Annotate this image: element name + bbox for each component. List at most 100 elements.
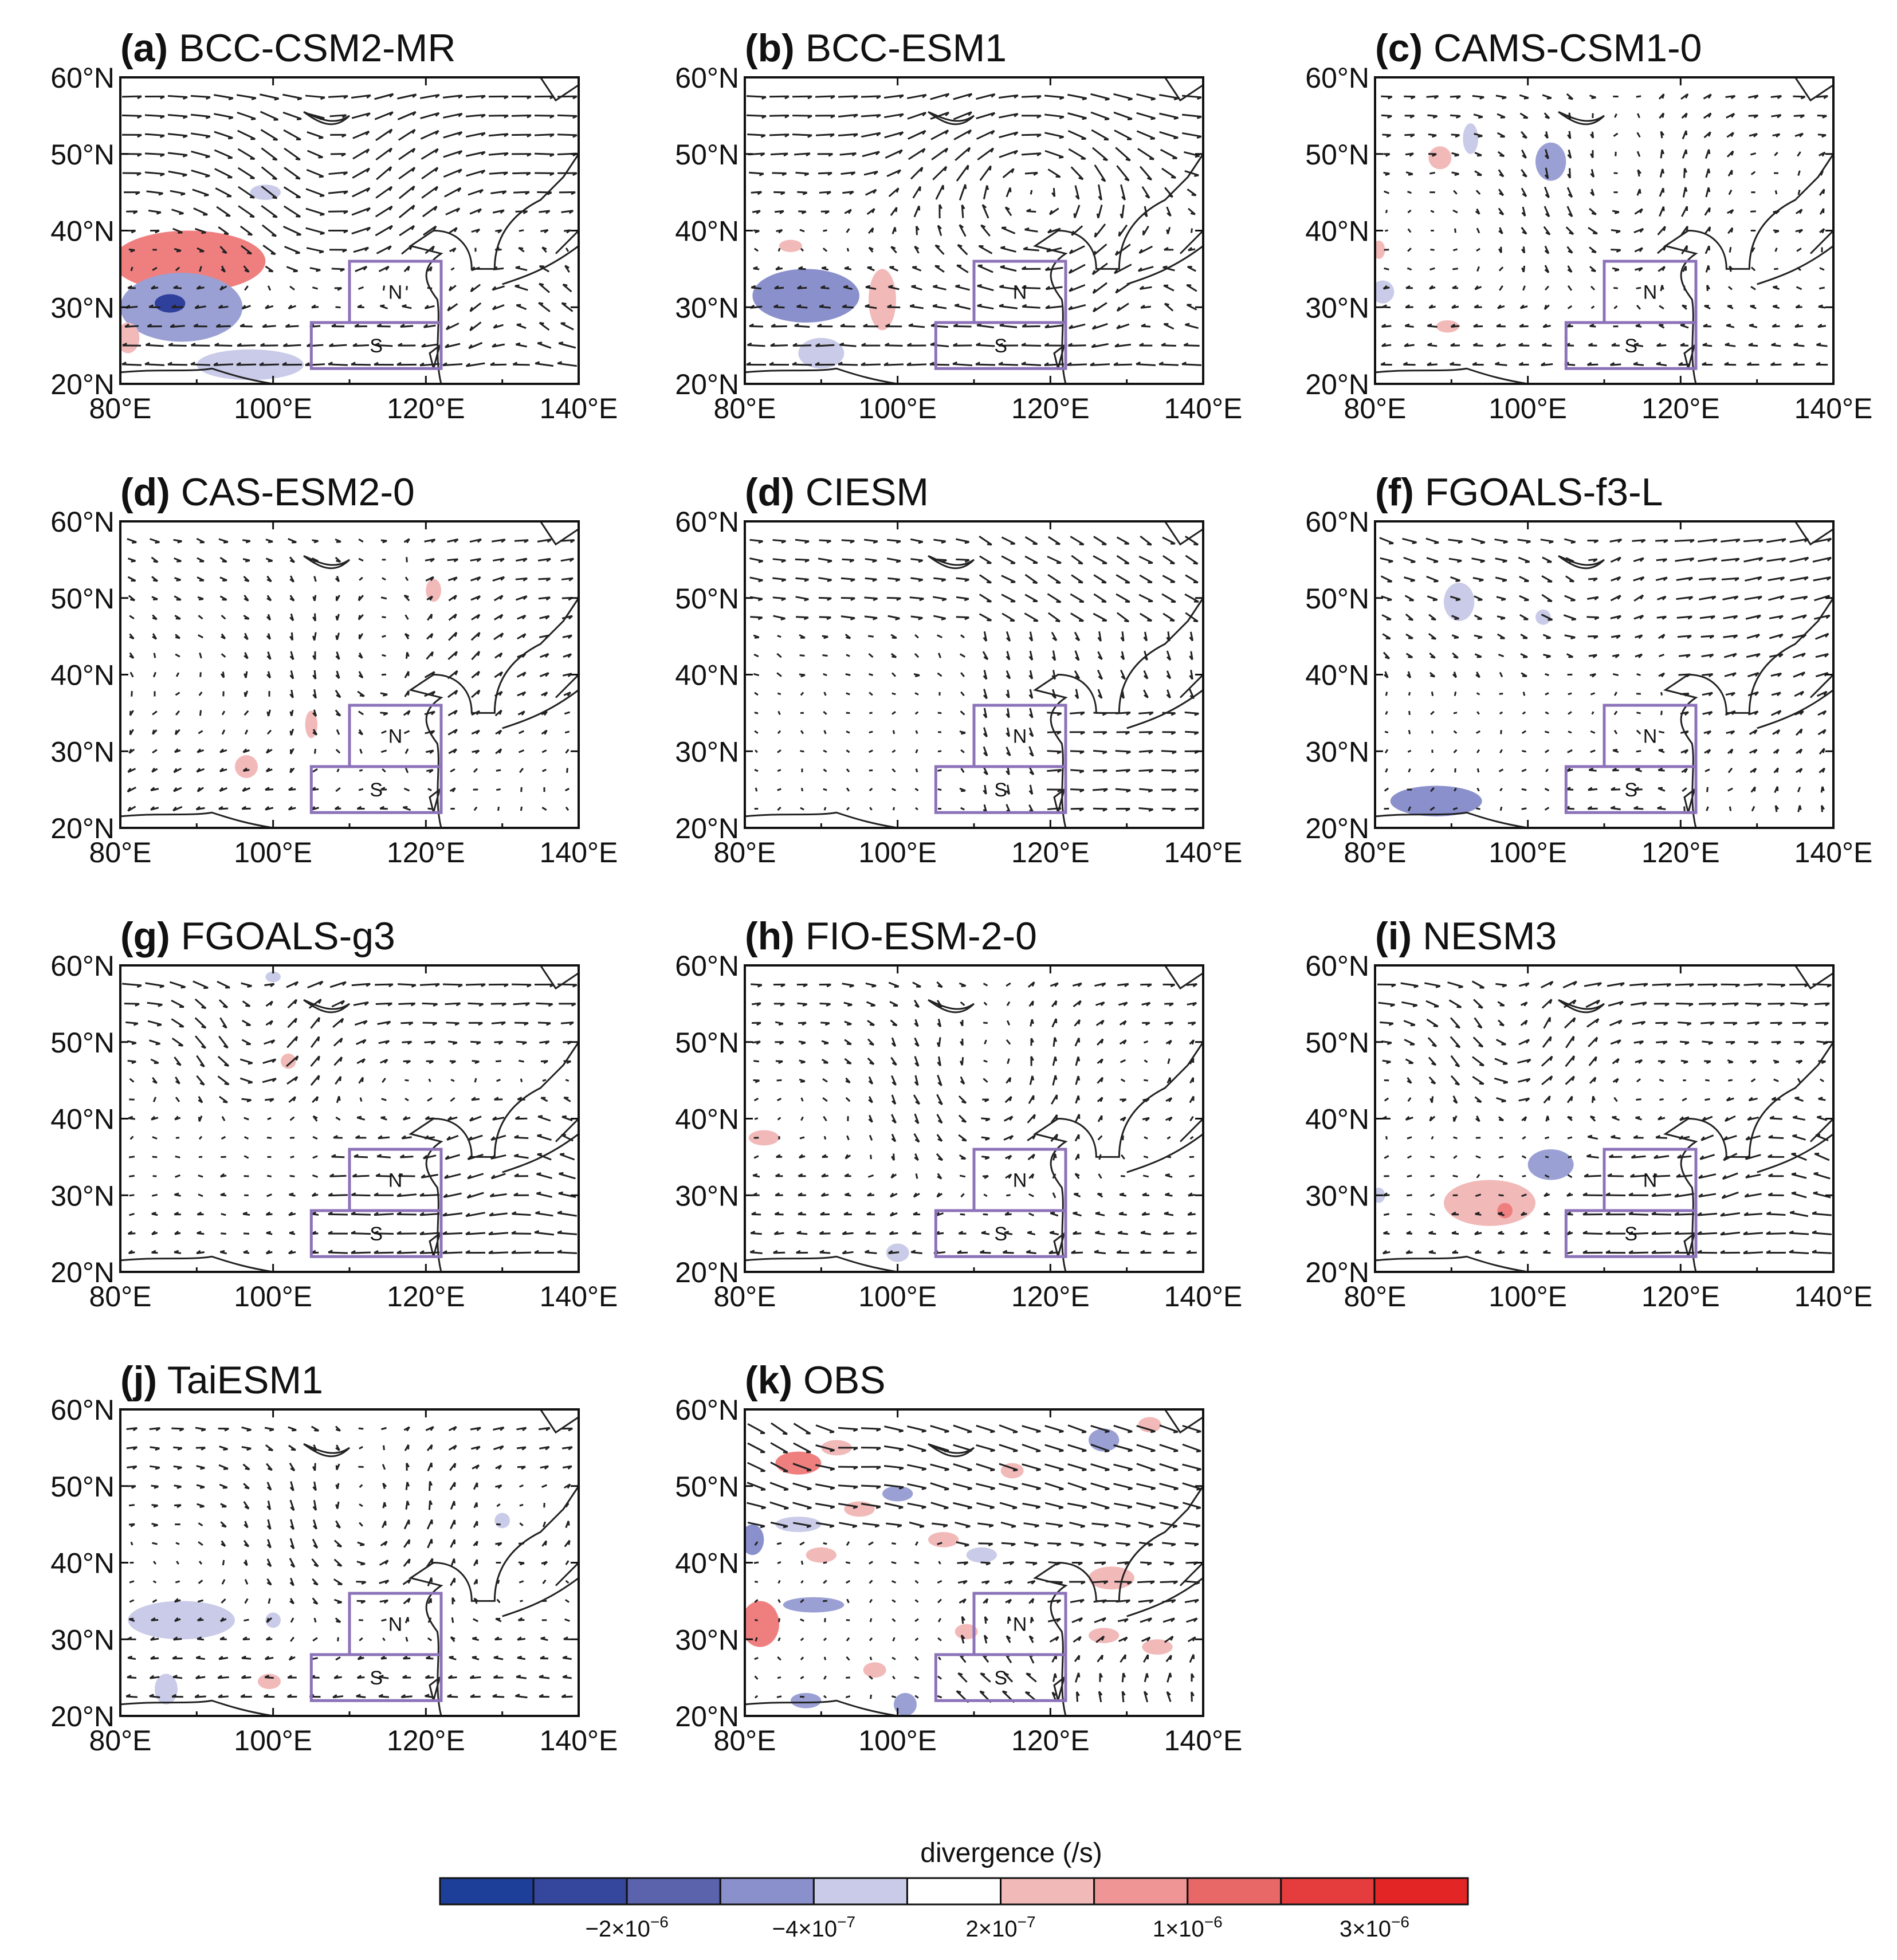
- wind-vector-head: [1164, 303, 1169, 306]
- wind-vector-head: [538, 302, 544, 305]
- wind-vector: [1676, 1174, 1693, 1178]
- wind-vector: [351, 1194, 371, 1197]
- wind-vector: [959, 653, 966, 658]
- wind-vector-head: [504, 133, 509, 138]
- wind-vector-head: [147, 323, 152, 328]
- wind-vector-head: [1189, 675, 1193, 680]
- wind-vector-head: [312, 694, 317, 699]
- wind-vector-head: [502, 190, 507, 195]
- wind-vector-head: [205, 155, 210, 159]
- wind-vector-head: [1067, 362, 1072, 366]
- wind-vector: [195, 227, 206, 234]
- wind-vector: [976, 324, 995, 328]
- wind-vector: [175, 672, 180, 677]
- wind-vector-head: [222, 1024, 227, 1029]
- wind-vector-head: [411, 225, 415, 230]
- wind-vector-head: [830, 95, 835, 99]
- wind-vector-head: [938, 1101, 943, 1106]
- wind-vector: [800, 692, 804, 696]
- wind-vector-head: [523, 557, 528, 563]
- wind-vector: [146, 344, 164, 347]
- wind-vector: [404, 576, 409, 582]
- divergence-patch: [1463, 123, 1479, 154]
- wind-vector-head: [867, 266, 872, 269]
- wind-vector: [374, 1251, 394, 1254]
- wind-vector-head: [1036, 133, 1042, 138]
- wind-vector: [376, 245, 392, 254]
- wind-vector-head: [272, 177, 277, 180]
- wind-vector-head: [999, 304, 1004, 307]
- wind-vector-head: [1745, 1155, 1750, 1160]
- wind-vector: [891, 672, 897, 677]
- wind-vector: [1541, 363, 1553, 367]
- wind-vector-head: [1069, 287, 1073, 292]
- wind-vector: [468, 188, 484, 196]
- wind-vector-head: [183, 96, 188, 100]
- wind-vector-head: [135, 1003, 140, 1007]
- wind-vector-head: [964, 559, 970, 563]
- wind-vector-head: [158, 193, 163, 196]
- wind-vector: [282, 225, 302, 236]
- wind-vector: [335, 306, 341, 309]
- wind-vector: [910, 305, 924, 309]
- region-box-label: N: [1013, 726, 1027, 748]
- wind-vector-head: [830, 115, 835, 119]
- wind-vector-head: [201, 1006, 206, 1010]
- wind-vector: [282, 93, 302, 100]
- wind-vector-head: [213, 362, 218, 366]
- wind-vector: [374, 1213, 394, 1216]
- wind-vector-head: [246, 1099, 252, 1103]
- wind-vector: [1567, 1136, 1573, 1140]
- wind-vector-head: [176, 250, 182, 253]
- y-tick-label: 50°N: [50, 583, 115, 615]
- wind-vector-head: [251, 97, 257, 101]
- wind-vector: [1476, 692, 1480, 696]
- wind-vector-head: [1815, 1134, 1821, 1136]
- wind-vector: [1590, 692, 1596, 696]
- wind-vector: [1044, 324, 1064, 328]
- wind-vector-head: [1078, 1019, 1081, 1025]
- wind-vector-head: [1140, 1230, 1146, 1234]
- wind-vector-head: [511, 1211, 517, 1215]
- wind-vector-head: [501, 539, 506, 543]
- wind-vector-head: [898, 149, 903, 155]
- wind-vector: [815, 344, 835, 347]
- wind-vector-head: [1472, 362, 1478, 366]
- wind-vector-head: [490, 1155, 495, 1160]
- wind-vector-head: [451, 787, 456, 793]
- wind-vector: [382, 577, 386, 581]
- wind-vector: [153, 671, 156, 678]
- wind-vector-head: [1075, 195, 1080, 200]
- wind-vector-head: [504, 152, 509, 156]
- wind-vector-head: [1822, 748, 1825, 753]
- wind-vector-head: [1475, 210, 1480, 215]
- wind-vector-head: [363, 266, 368, 271]
- wind-vector: [1676, 615, 1692, 619]
- wind-vector-head: [476, 710, 481, 716]
- wind-vector-head: [524, 1022, 529, 1026]
- wind-vector: [171, 209, 184, 214]
- wind-vector-head: [265, 1250, 270, 1255]
- wind-vector: [1791, 1153, 1807, 1161]
- wind-vector-head: [289, 693, 294, 698]
- wind-vector: [1820, 170, 1824, 176]
- wind-vector: [492, 576, 505, 582]
- wind-vector-head: [430, 1040, 436, 1045]
- divergence-patch: [1444, 1180, 1535, 1226]
- wind-vector-head: [467, 1175, 472, 1180]
- wind-vector-head: [1592, 1095, 1596, 1101]
- x-tick-label: 120°E: [1011, 836, 1090, 869]
- wind-vector-head: [558, 1191, 564, 1195]
- wind-vector: [1184, 151, 1200, 157]
- wind-vector: [488, 152, 509, 156]
- wind-vector-head: [1816, 342, 1821, 346]
- wind-vector-head: [219, 767, 224, 772]
- divergence-patch: [1527, 1149, 1574, 1180]
- divergence-patch: [1535, 609, 1551, 625]
- wind-vector: [1812, 1212, 1832, 1216]
- wind-vector-head: [1568, 193, 1573, 198]
- wind-vector: [891, 768, 896, 773]
- wind-vector: [359, 748, 363, 754]
- wind-vector-head: [850, 597, 855, 601]
- wind-vector-head: [1543, 1231, 1549, 1234]
